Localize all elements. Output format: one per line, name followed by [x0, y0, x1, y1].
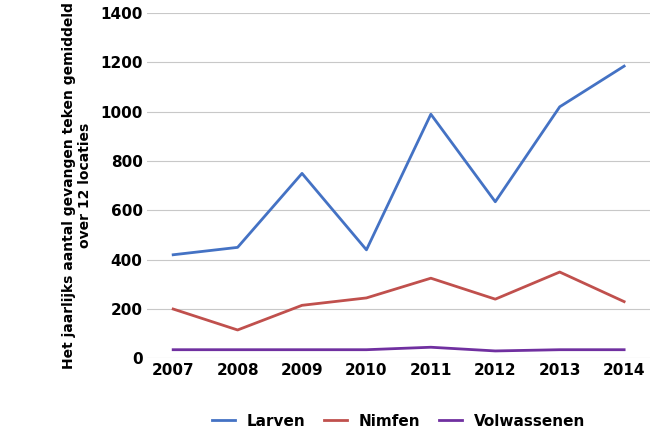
Line: Volwassenen: Volwassenen — [173, 347, 624, 351]
Nimfen — [169, 306, 177, 312]
Larven — [491, 199, 499, 205]
Larven — [234, 245, 242, 250]
Larven — [427, 111, 435, 117]
Volwassenen — [620, 347, 628, 352]
Larven — [555, 104, 563, 109]
Nimfen — [427, 276, 435, 281]
Legend: Larven, Nimfen, Volwassenen: Larven, Nimfen, Volwassenen — [206, 407, 592, 435]
Volwassenen — [169, 347, 177, 352]
Volwassenen — [362, 347, 371, 352]
Larven — [169, 252, 177, 257]
Nimfen — [491, 297, 499, 302]
Line: Nimfen: Nimfen — [173, 272, 624, 330]
Larven — [362, 247, 371, 253]
Nimfen — [234, 327, 242, 333]
Volwassenen — [427, 345, 435, 350]
Volwassenen — [491, 348, 499, 354]
Volwassenen — [298, 347, 306, 352]
Volwassenen — [555, 347, 563, 352]
Nimfen — [362, 295, 371, 301]
Volwassenen — [234, 347, 242, 352]
Nimfen — [298, 303, 306, 308]
Larven — [620, 63, 628, 69]
Nimfen — [555, 269, 563, 275]
Larven — [298, 171, 306, 176]
Nimfen — [620, 299, 628, 304]
Y-axis label: Het jaarlijks aantal gevangen teken gemiddeld
over 12 locaties: Het jaarlijks aantal gevangen teken gemi… — [62, 2, 92, 369]
Line: Larven: Larven — [173, 66, 624, 255]
